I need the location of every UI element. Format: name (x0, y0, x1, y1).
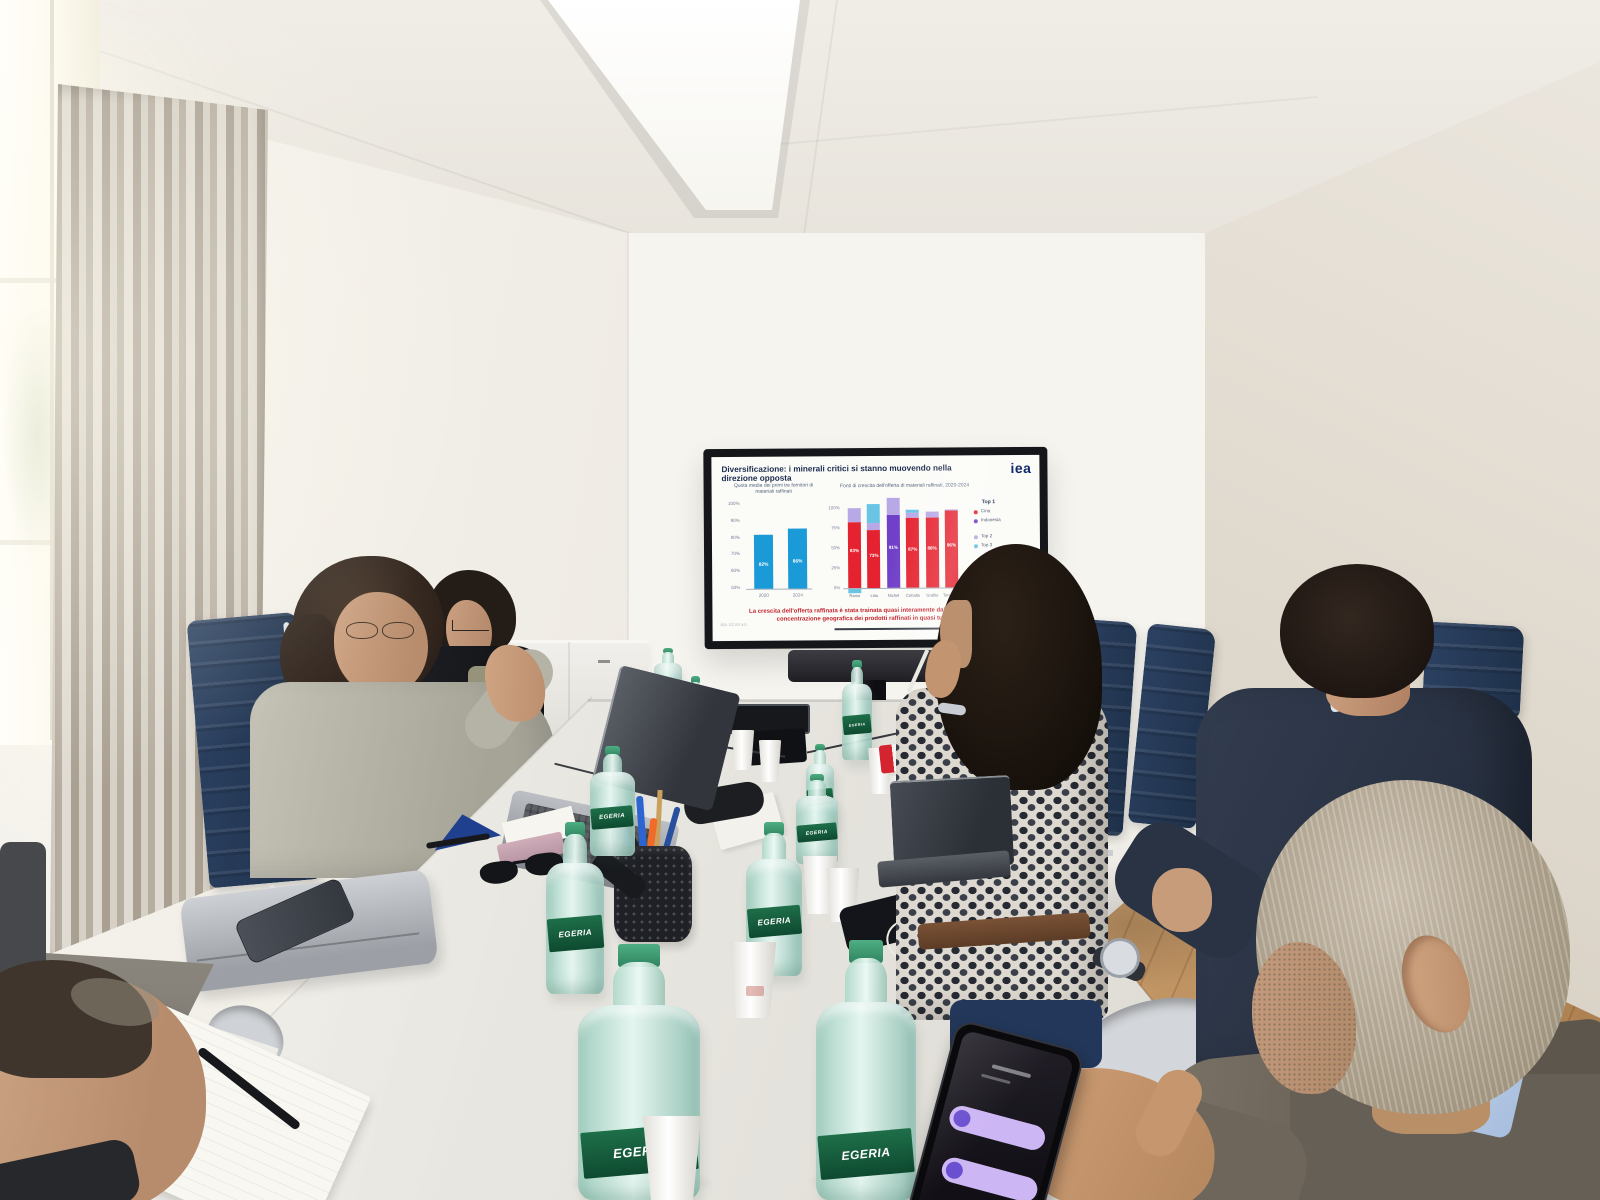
cabinet-handle (598, 660, 610, 663)
water-bottle-foreground: EGERIA (816, 940, 916, 1200)
person-2-glasses (452, 620, 489, 631)
cup-print (746, 986, 764, 996)
person-1-glasses (382, 622, 414, 639)
water-bottle: EGERIA (796, 774, 838, 864)
person-5-hair (1280, 564, 1434, 698)
person-1-glasses (346, 622, 378, 639)
person-5-hand (1152, 868, 1212, 932)
wristwatch-face (1100, 938, 1140, 978)
water-bottle: EGERIA (842, 660, 872, 760)
